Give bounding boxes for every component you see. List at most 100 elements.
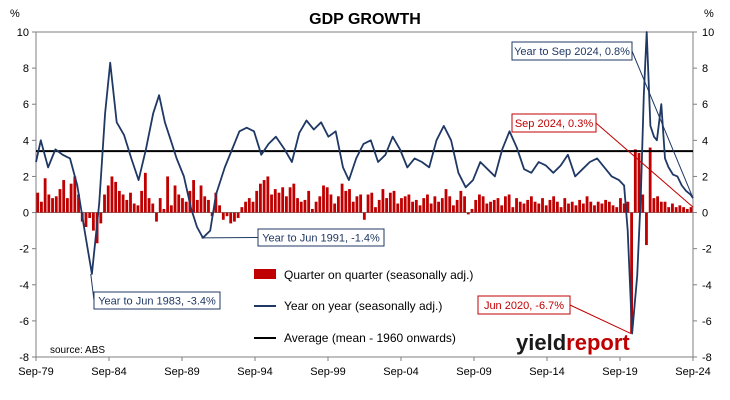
quarterly-bar [682,207,685,213]
quarterly-bar [195,199,199,213]
legend-label-quarterly: Quarter on quarter (seasonally adj.) [284,268,473,282]
quarterly-bar [463,196,466,213]
quarterly-bar [563,198,567,213]
quarterly-bar [481,196,485,213]
x-tick-label: Sep-84 [91,366,126,378]
y-tick-label-left: -2 [19,244,29,256]
y-tick-label-right: -8 [702,352,712,364]
quarterly-bar [474,199,478,213]
quarterly-bar [478,194,481,213]
quarterly-bar [314,201,318,213]
quarterly-bar [641,194,645,213]
annotation-label: Sep 2024, 0.3% [515,118,594,130]
y-tick-label-left: 6 [23,99,29,111]
axes-layer: 10 10 8 8 6 6 4 4 2 2 0 0 -2 -2 -4 -4 -6 -6 -8 -8 Sep-79 Sep-… [17,27,715,378]
y-tick-label-right: -6 [702,316,712,328]
quarterly-bar [106,185,110,213]
yieldreport-logo: yieldreport [516,330,630,355]
quarterly-bar [578,199,582,213]
quarterly-bar [62,180,66,213]
quarterly-bar [541,198,544,213]
quarterly-bar [110,176,114,213]
right-axis-unit: % [704,8,714,20]
quarterly-bar [54,196,58,213]
quarterly-bar [466,212,470,215]
quarterly-bar [518,201,522,213]
quarterly-bar [674,207,678,213]
y-tick-label-right: 6 [702,99,708,111]
y-tick-label-right: 10 [702,27,714,39]
quarterly-bar [177,194,181,213]
quarterly-bar [459,190,463,213]
quarterly-bar [155,212,158,222]
quarterly-bar [400,198,403,213]
quarterly-bar [40,201,43,213]
quarterly-bar [440,198,444,213]
quarterly-bar [492,199,496,213]
quarterly-bar [292,183,296,213]
chart-title: GDP GROWTH [309,11,421,28]
quarterly-bar [418,205,422,213]
left-axis-unit: % [10,8,20,20]
quarterly-bar [652,198,656,213]
quarterly-bar [181,198,184,213]
quarterly-bar [340,183,344,213]
quarterly-bar [140,190,144,213]
quarterly-bar [429,203,433,213]
quarterly-bar [192,180,196,213]
quarterly-bar [351,201,355,213]
annotation-box [93,291,221,310]
quarterly-bar [225,212,229,217]
quarterly-bar [240,207,244,213]
quarterly-bar [567,203,570,213]
annotation-label: Year to Sep 2024, 0.8% [514,46,630,58]
source-note: source: ABS [50,345,105,356]
x-tick-label: Sep-04 [383,366,418,378]
quarterly-bar [270,194,273,213]
quarterly-bar [596,201,600,213]
annotation-box [511,41,633,61]
quarterly-bar [266,176,270,213]
quarterly-bar [273,189,277,213]
quarterly-bar [426,194,429,213]
quarterly-bar [392,190,396,213]
quarterly-bar [43,178,47,213]
annotation-box [477,295,571,315]
y-tick-label-right: -4 [702,280,712,292]
quarterly-bar [485,203,489,213]
quarterly-bar [667,207,671,213]
quarterly-bars [36,147,693,334]
x-tick-label: Sep-09 [456,366,491,378]
y-tick-label-left: -6 [19,316,29,328]
quarterly-bar [229,212,233,224]
quarterly-bar [633,149,637,213]
quarterly-bar [333,203,337,213]
quarterly-bar [162,208,166,213]
quarterly-bar [143,172,147,213]
quarterly-bar [318,196,322,213]
quarterly-bar [407,194,411,213]
quarterly-bar [247,198,251,213]
quarterly-bar [689,207,693,213]
annotation-box [511,113,597,133]
y-tick-label-right: 4 [702,135,708,147]
annual-growth-line [35,31,694,335]
quarterly-bar [496,198,500,213]
quarterly-bar [322,185,325,213]
quarterly-bar [121,194,125,213]
quarterly-bar [611,205,615,213]
quarterly-bar [381,189,385,213]
quarterly-bar [663,201,667,213]
quarterly-bar [411,201,415,213]
y-tick-label-left: 4 [23,135,29,147]
quarterly-bar [214,192,218,213]
quarterly-bar [348,189,351,213]
quarterly-bar [403,196,407,213]
quarterly-bar [559,207,563,213]
quarterly-bar [251,201,255,213]
quarterly-bar [136,205,140,213]
quarterly-bar [600,203,604,213]
y-tick-label-right: 2 [702,171,708,183]
logo-part-yield: yield [516,330,566,355]
